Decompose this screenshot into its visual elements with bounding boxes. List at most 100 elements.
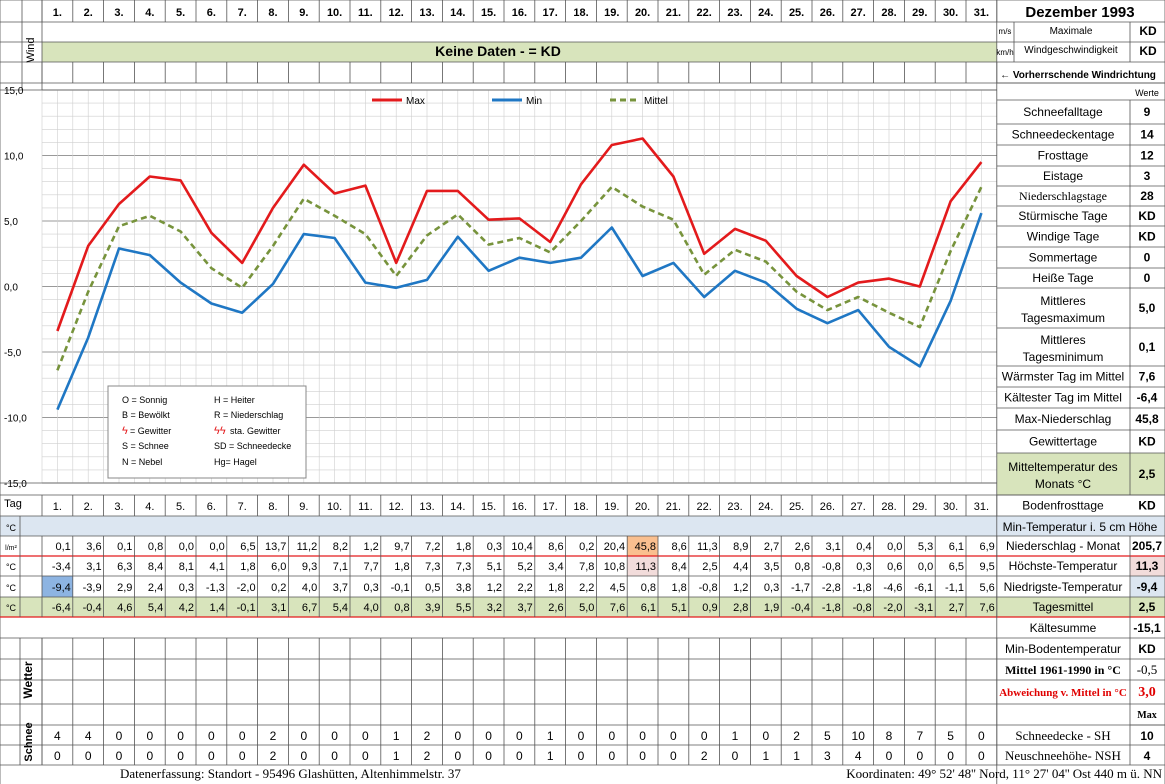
stats-value: KD [1138,435,1156,449]
stats-value: 14 [1140,128,1154,142]
abweichung-label: Abweichung v. Mittel in °C [999,687,1127,699]
stats-label: Sommertage [1029,251,1098,265]
stats-value: 28 [1140,189,1154,203]
symbol-legend-r1c1: R = Niederschlag [214,410,283,420]
stats-label: Wärmster Tag im Mittel [1002,370,1124,384]
stats-value: 0 [1144,271,1151,285]
series-mittel-line [56,185,983,371]
mittel-cell: -0,1 [237,602,256,614]
stats-value: 5,0 [1139,301,1156,315]
niedrigst-cell: -6,1 [914,582,933,594]
wind-no-data-text: Keine Daten - = KD [435,43,561,59]
stats-label: Schneedeckentage [1012,128,1115,142]
axis-day-number: 8. [268,501,277,513]
mittel-cell: 5,4 [148,602,163,614]
header-day-number: 5. [176,7,185,19]
niedrigst-cell: 3,7 [333,582,348,594]
header-day-number: 19. [604,7,619,19]
schneedecke-cell: 0 [608,729,615,743]
hoechst-cell: 3,1 [86,561,101,573]
niedrigst-row-label: Niedrigste-Temperatur [1004,580,1123,594]
axis-day-number: 21. [666,501,681,513]
niederschlag-cell: 3,1 [826,541,841,553]
stats-label: Stürmische Tage [1018,209,1107,223]
schneedecke-cell: 0 [116,729,123,743]
schneedecke-label: Schneedecke - SH [1015,728,1110,743]
niederschlag-cell: 45,8 [635,541,656,553]
axis-day-number: 17. [543,501,558,513]
header-day-number: 26. [820,7,835,19]
header-day-number: 24. [758,7,773,19]
min-boden-label: Min-Bodentemperatur [1005,642,1121,656]
neuschnee-label: Neuschneehöhe- NSH [1005,748,1121,763]
hoechst-cell: 9,3 [302,561,317,573]
symbol-legend-r1c0: B = Bewölkt [122,410,170,420]
axis-day-number: 3. [114,501,123,513]
stats-label: Heiße Tage [1032,271,1093,285]
unit-label: °C [6,562,17,572]
mittel-cell: 3,7 [518,602,533,614]
schneedecke-cell: 0 [701,729,708,743]
mittel-cell: 4,6 [117,602,132,614]
header-day-number: 17. [543,7,558,19]
stats-label: Tagesminimum [1023,350,1104,364]
max-precip-cell [627,536,658,556]
niederschlag-cell: 7,2 [425,541,440,553]
hoechst-cell: 1,8 [394,561,409,573]
hoechst-cell: 11,3 [635,561,656,573]
axis-day-number: 14. [450,501,465,513]
sheet-texts: 15,010,05,00,0-5,0-10,0-15,01.1.2.2.3.3.… [4,7,1162,763]
mittel-cell: 1,9 [764,602,779,614]
min-temp-cell [42,576,73,597]
niederschlag-cell: 11,3 [697,541,718,553]
niedrigst-cell: -2,8 [822,582,841,594]
header-day-number: 14. [450,7,465,19]
axis-day-number: 19. [604,501,619,513]
werte-label: Werte [1135,88,1159,98]
max-temp-cell [627,556,658,576]
mittel-cell: 3,1 [271,602,286,614]
neuschnee-cell: 0 [886,749,893,763]
stats-value: 45,8 [1135,412,1159,426]
neuschnee-cell: 0 [85,749,92,763]
niedrigst-cell: -1,3 [206,582,225,594]
stats-label: Schneefalltage [1023,105,1103,119]
schneedecke-cell: 0 [485,729,492,743]
axis-day-number: 15. [481,501,496,513]
stats-label: Mittleres [1040,294,1085,308]
neuschnee-cell: 2 [270,749,277,763]
mittel-cell: 6,1 [641,602,656,614]
neuschnee-cell: 0 [300,749,307,763]
neuschnee-cell: 0 [608,749,615,763]
series-min-line [56,212,983,411]
hoechst-cell: 7,1 [333,561,348,573]
niederschlag-cell: 8,9 [733,541,748,553]
tag-label: Tag [4,498,22,510]
min5cm-label: Min-Temperatur i. 5 cm Höhe [1003,520,1158,534]
stats-label: Bodenfrosttage [1022,499,1104,513]
niederschlag-cell: 1,2 [364,541,379,553]
axis-day-number: 11. [358,501,372,513]
axis-day-number: 31. [974,501,989,513]
kaeltesumme-value: -15,1 [1133,621,1161,635]
mittel-cell: 2,8 [733,602,748,614]
header-day-number: 8. [268,7,277,19]
mittel-cell: 2,7 [949,602,964,614]
symbol-legend-r0c0: O = Sonnig [122,395,167,405]
schneedecke-cell: 0 [208,729,215,743]
niedrigst-cell: 0,3 [764,582,779,594]
niedrigst-cell: -4,6 [883,582,902,594]
axis-day-number: 12. [389,501,404,513]
niedrigst-cell: -1,8 [853,582,872,594]
axis-day-number: 20. [635,501,650,513]
niedrigst-cell: 0,3 [179,582,194,594]
mittel-cell: -0,8 [853,602,872,614]
stats-label: Frosttage [1038,149,1089,163]
niederschlag-cell: 6,9 [980,541,995,553]
axis-day-number: 7. [238,501,247,513]
hoechst-cell: 7,3 [456,561,471,573]
header-day-number: 16. [512,7,527,19]
mittel-cell: 5,1 [672,602,687,614]
header-day-number: 6. [207,7,216,19]
niedrigst-cell: 2,9 [117,582,132,594]
